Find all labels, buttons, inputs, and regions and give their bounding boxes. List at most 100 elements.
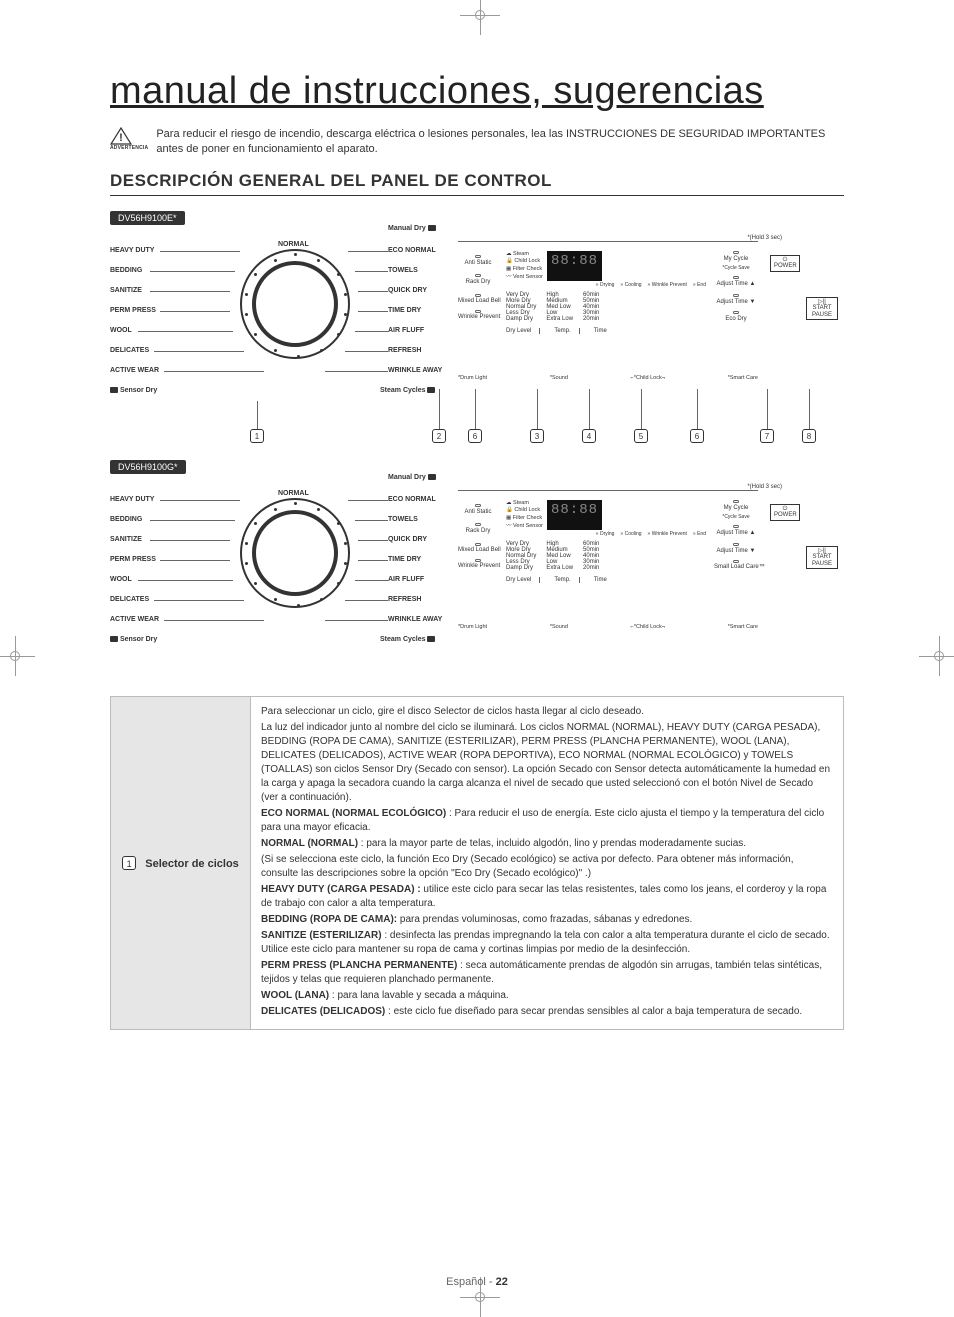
dial-right-2b: QUICK DRY bbox=[388, 536, 427, 543]
dial-left-0b: HEAVY DUTY bbox=[110, 496, 154, 503]
head-drylevel: Dry Level bbox=[506, 328, 540, 334]
power-button: ⏻POWER bbox=[770, 255, 800, 272]
dial-right-5: REFRESH bbox=[388, 347, 421, 354]
dial-right-1b: TOWELS bbox=[388, 516, 418, 523]
dial-line bbox=[160, 311, 230, 312]
desc-bedding: BEDDING (ROPA DE CAMA): para prendas vol… bbox=[261, 913, 833, 927]
dial-line bbox=[160, 251, 240, 252]
led-display: 88:88 bbox=[547, 251, 602, 282]
manual-dry-label: Manual Dry bbox=[388, 225, 436, 232]
panel-diagram-b: Manual Dry HEAVY DUTY BEDDING SANITIZE P… bbox=[110, 478, 844, 678]
desc-title: Selector de ciclos bbox=[145, 858, 239, 870]
dial-dots bbox=[242, 251, 348, 357]
time-col: 60min 50min 40min 30min 20min bbox=[583, 292, 599, 322]
desc-sanitize: SANITIZE (ESTERILIZAR) : desinfecta las … bbox=[261, 929, 833, 957]
panel-top-line bbox=[458, 241, 758, 242]
panel-bottom-labels: *Drum Light *Sound ⌐*Child Lock¬ *Smart … bbox=[458, 375, 758, 381]
panel-model-b: DV56H9100G* Manual Dry HEAVY DUTY BEDDIN… bbox=[110, 457, 844, 678]
dial-line bbox=[345, 351, 388, 352]
dial-line bbox=[138, 331, 233, 332]
dial-right-4b: AIR FLUFF bbox=[388, 576, 424, 583]
callout-1: 1 bbox=[250, 429, 264, 443]
desc-right-cell: Para seleccionar un ciclo, gire el disco… bbox=[251, 696, 844, 1029]
dial-right-0: ECO NORMAL bbox=[388, 247, 436, 254]
model-tag-a: DV56H9100E* bbox=[110, 211, 185, 225]
sensor-dry-label: Sensor Dry bbox=[110, 387, 157, 394]
desc-normal: NORMAL (NORMAL) : para la mayor parte de… bbox=[261, 837, 833, 851]
desc-number: 1 bbox=[122, 856, 136, 870]
callout-6a: 6 bbox=[468, 429, 482, 443]
page-content: manual de instrucciones, sugerencias ! A… bbox=[110, 70, 844, 1030]
desc-p2: La luz del indicador junto al nombre del… bbox=[261, 721, 833, 805]
callout-4: 4 bbox=[582, 429, 596, 443]
cropmark-right bbox=[919, 636, 954, 676]
warning-label: ADVERTENCIA bbox=[110, 145, 148, 152]
warning-icon: ! ADVERTENCIA bbox=[110, 127, 148, 152]
dial-line bbox=[355, 331, 388, 332]
dial-left-6: ACTIVE WEAR bbox=[110, 367, 159, 374]
head-time: Time bbox=[594, 328, 607, 334]
display-area: ☁ Steam 🔒 Child Lock ▦ Filter Check 〰 Ve… bbox=[506, 251, 706, 335]
desc-delicates: DELICATES (DELICADOS) : este ciclo fue d… bbox=[261, 1005, 833, 1019]
sensor-dry-label-b: Sensor Dry bbox=[110, 636, 157, 643]
callout-3: 3 bbox=[530, 429, 544, 443]
dial-left-6b: ACTIVE WEAR bbox=[110, 616, 159, 623]
callout-6b: 6 bbox=[690, 429, 704, 443]
description-table: 1 Selector de ciclos Para seleccionar un… bbox=[110, 696, 844, 1030]
dial-line bbox=[150, 271, 235, 272]
desc-perm: PERM PRESS (PLANCHA PERMANENTE) : seca a… bbox=[261, 959, 833, 987]
dial-left-4b: WOOL bbox=[110, 576, 132, 583]
dial-line bbox=[358, 291, 388, 292]
desc-heavy: HEAVY DUTY (CARGA PESADA) : utilice este… bbox=[261, 883, 833, 911]
callout-5: 5 bbox=[634, 429, 648, 443]
cropmark-top bbox=[460, 0, 500, 35]
dial-right-4: AIR FLUFF bbox=[388, 327, 424, 334]
control-panel-b: *(Hold 3 sec) Anti Static Rack Dry Mixed… bbox=[458, 496, 838, 646]
panel-diagram-a: Manual Dry HEAVY DUTY BEDDING SANITIZE P… bbox=[110, 229, 844, 449]
model-tag-b: DV56H9100G* bbox=[110, 460, 186, 474]
dial-right-3: TIME DRY bbox=[388, 307, 421, 314]
dial-line bbox=[150, 291, 230, 292]
control-panel-a: *(Hold 3 sec) Anti Static Rack Dry Mixed… bbox=[458, 247, 838, 397]
page-footer: Español - 22 bbox=[0, 1276, 954, 1288]
desc-eco: ECO NORMAL (NORMAL ECOLÓGICO) : Para red… bbox=[261, 807, 833, 835]
callout-7: 7 bbox=[760, 429, 774, 443]
dial-left-5: DELICATES bbox=[110, 347, 149, 354]
start-pause-button: ▷||STARTPAUSE bbox=[806, 297, 838, 321]
dial-left-2b: SANITIZE bbox=[110, 536, 142, 543]
dial-top: NORMAL bbox=[278, 241, 309, 248]
dial-left-5b: DELICATES bbox=[110, 596, 149, 603]
dial-line bbox=[358, 311, 388, 312]
dial-right-5b: REFRESH bbox=[388, 596, 421, 603]
dial-line bbox=[325, 371, 388, 372]
cycle-dial bbox=[240, 249, 350, 359]
callout-8: 8 bbox=[802, 429, 816, 443]
warning-text: Para reducir el riesgo de incendio, desc… bbox=[156, 127, 844, 157]
svg-text:!: ! bbox=[119, 132, 123, 144]
option-col-1: Anti Static Rack Dry Mixed Load Bell Wri… bbox=[458, 255, 498, 321]
steam-cycles-label-b: Steam Cycles bbox=[380, 636, 435, 643]
panel-model-a: DV56H9100E* Manual Dry HEAVY DUTY BEDDIN… bbox=[110, 208, 844, 449]
dial-left-1b: BEDDING bbox=[110, 516, 142, 523]
dial-left-3b: PERM PRESS bbox=[110, 556, 156, 563]
head-temp: Temp. bbox=[554, 328, 579, 334]
dial-left-3: PERM PRESS bbox=[110, 307, 156, 314]
dial-line bbox=[348, 251, 388, 252]
dial-right-1: TOWELS bbox=[388, 267, 418, 274]
warning-row: ! ADVERTENCIA Para reducir el riesgo de … bbox=[110, 127, 844, 157]
callout-row-a: 1 2 6 3 4 5 6 7 8 bbox=[110, 429, 844, 449]
manual-dry-icon bbox=[428, 225, 436, 231]
dial-line bbox=[355, 271, 388, 272]
desc-intro: Para seleccionar un ciclo, gire el disco… bbox=[261, 705, 833, 719]
dial-left-0: HEAVY DUTY bbox=[110, 247, 154, 254]
temp-col: High Medium Med Low Low Extra Low bbox=[546, 292, 573, 322]
callout-2: 2 bbox=[432, 429, 446, 443]
dial-right-6: WRINKLE AWAY bbox=[388, 367, 442, 374]
dry-level-col: Very Dry More Dry Normal Dry Less Dry Da… bbox=[506, 292, 536, 322]
dial-left-1: BEDDING bbox=[110, 267, 142, 274]
option-col-right: My Cycle *Cycle Save Adjust Time ▲ Adjus… bbox=[714, 251, 758, 325]
dial-line bbox=[154, 351, 244, 352]
dial-right-2: QUICK DRY bbox=[388, 287, 427, 294]
dial-line bbox=[164, 371, 264, 372]
page-title: manual de instrucciones, sugerencias bbox=[110, 70, 844, 113]
